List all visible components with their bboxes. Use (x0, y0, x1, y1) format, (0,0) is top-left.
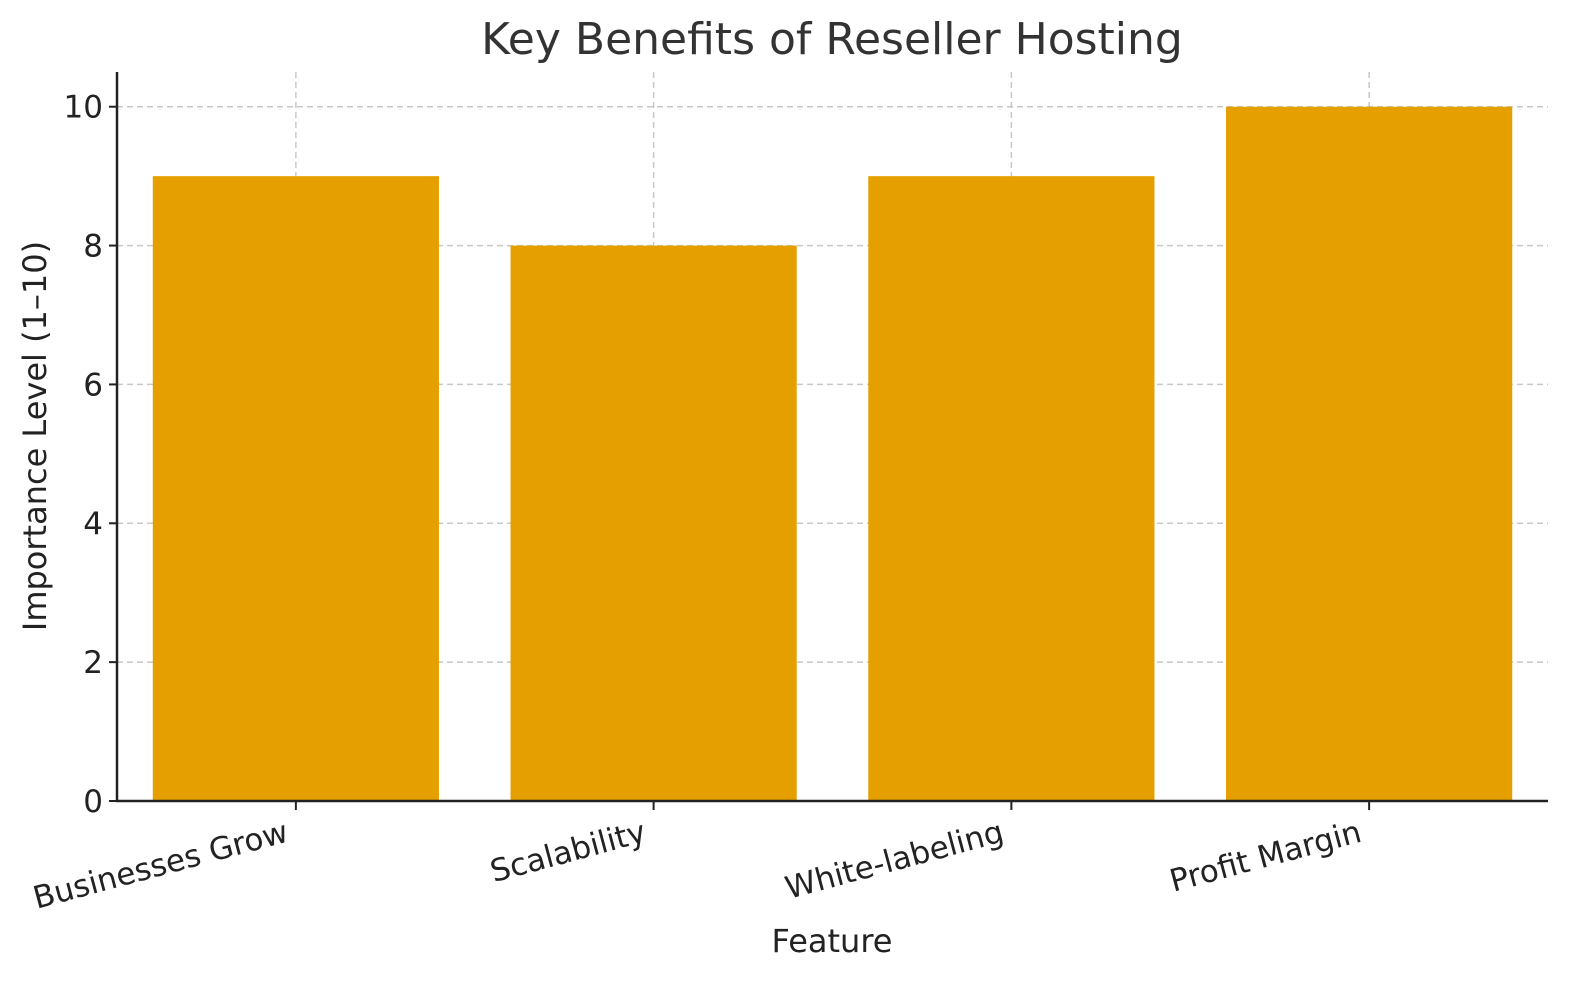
x-axis-label: Feature (772, 922, 893, 960)
x-ticks: Businesses Grow Scalability White-labeling… (29, 801, 1371, 917)
x-tick-label: White-labeling (782, 814, 1008, 907)
chart-title: Key Benefits of Reseller Hosting (481, 14, 1183, 65)
y-tick-label: 10 (64, 90, 103, 126)
bars (152, 106, 1513, 802)
y-tick-label: 8 (83, 229, 103, 265)
y-ticks: 0 2 4 6 8 10 (64, 90, 117, 820)
bar-scalability (510, 245, 797, 802)
bar-white-labeling (868, 176, 1155, 802)
y-tick-label: 6 (83, 367, 103, 403)
y-axis-label: Importance Level (1–10) (16, 241, 54, 631)
bar-businesses-grow (152, 176, 439, 802)
axes (115, 72, 1548, 803)
y-tick-label: 4 (83, 506, 103, 542)
x-tick-label: Scalability (486, 814, 649, 890)
y-tick-label: 2 (83, 645, 103, 681)
x-tick-label: Profit Margin (1166, 814, 1365, 900)
bar-profit-margin (1226, 106, 1513, 801)
x-tick-label: Businesses Grow (29, 814, 292, 917)
y-tick-label: 0 (83, 784, 103, 820)
